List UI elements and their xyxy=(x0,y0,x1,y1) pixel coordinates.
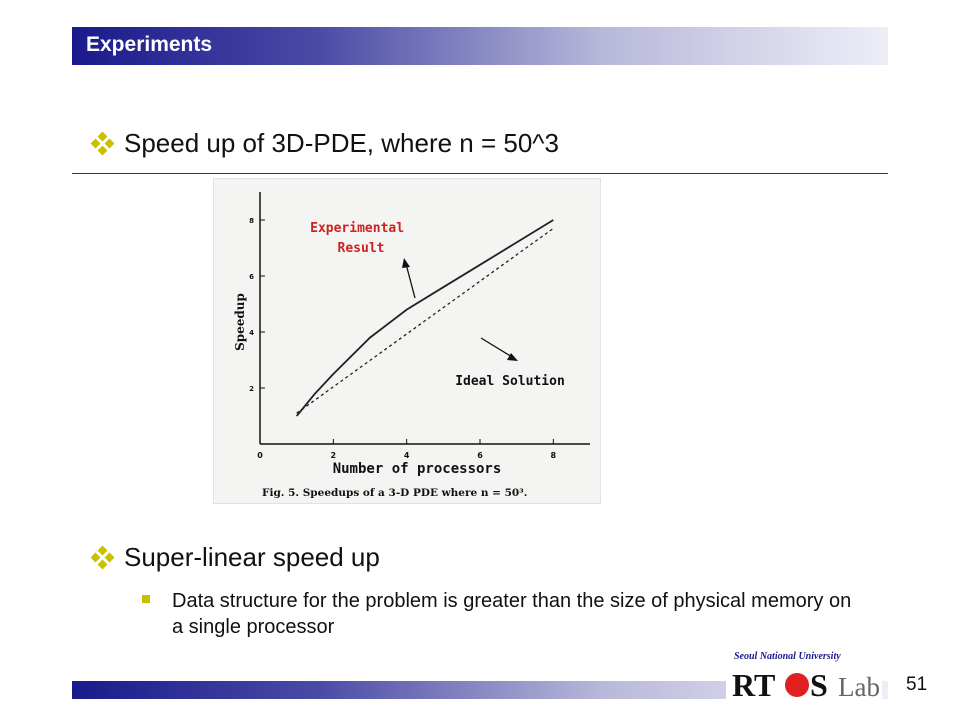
footer-bar xyxy=(72,681,888,699)
logo-university-text: Seoul National University xyxy=(734,651,841,662)
y-tick-label: 2 xyxy=(249,385,254,393)
bullet-speedup-text: Speed up of 3D-PDE, where n = 50^3 xyxy=(124,128,559,158)
rtos-lab-logo: Seoul National University RT S Lab xyxy=(726,648,882,706)
title-divider xyxy=(72,173,888,174)
x-tick-label: 2 xyxy=(331,451,337,460)
x-tick-label: 0 xyxy=(257,451,263,460)
annotation-experimental-line1: Experimental xyxy=(310,221,404,236)
annotation-ideal: Ideal Solution xyxy=(455,374,565,389)
sub-bullet-memory-text: Data structure for the problem is greate… xyxy=(172,590,852,638)
series-experimental-line xyxy=(296,219,554,417)
annotation-experimental: Experimental Result xyxy=(310,221,412,256)
x-tick-label: 4 xyxy=(404,451,410,460)
figure-background xyxy=(212,177,602,505)
chart-ticks: 0 2 4 6 8 2 4 6 8 xyxy=(249,217,556,460)
bullet-superlinear-text: Super-linear speed up xyxy=(124,542,380,572)
y-tick-label: 4 xyxy=(249,329,254,337)
diamond-bullet-icon xyxy=(90,545,115,569)
slide-section-title: Experiments xyxy=(86,33,213,56)
square-bullet-icon xyxy=(142,595,150,603)
arrowhead-experimental xyxy=(402,258,410,268)
bullet-speedup: Speed up of 3D-PDE, where n = 50^3 xyxy=(90,128,559,159)
arrow-ideal xyxy=(480,337,513,358)
sub-bullet-memory: Data structure for the problem is greate… xyxy=(142,588,862,640)
bullet-superlinear: Super-linear speed up xyxy=(90,542,380,573)
page-number: 51 xyxy=(906,674,928,695)
series-ideal-line xyxy=(296,227,554,414)
diamond-bullet-icon xyxy=(90,131,115,155)
y-tick-label: 8 xyxy=(249,217,254,225)
x-axis-label: Number of processors xyxy=(333,461,502,477)
logo-rt-text: RT xyxy=(732,667,775,703)
x-tick-label: 6 xyxy=(477,451,483,460)
speedup-chart: 0 2 4 6 8 2 4 6 8 Number of processors Speedup F… xyxy=(212,177,602,505)
header-bar: Experiments xyxy=(72,27,888,65)
y-tick-label: 6 xyxy=(249,273,254,281)
logo-graphic: RT S Lab xyxy=(732,667,880,703)
chart-series xyxy=(296,219,554,417)
annotation-experimental-line2: Result xyxy=(338,241,385,256)
speedup-figure: 0 2 4 6 8 2 4 6 8 Number of processors Speedup F… xyxy=(212,177,602,505)
logo-lab-text: Lab xyxy=(838,672,880,702)
arrow-experimental xyxy=(405,263,416,299)
y-axis-label: Speedup xyxy=(233,293,247,351)
figure-caption: Fig. 5. Speedups of a 3-D PDE where n = … xyxy=(262,487,527,499)
logo-s-text: S xyxy=(810,667,828,703)
logo-red-circle-icon xyxy=(785,673,809,697)
x-tick-label: 8 xyxy=(551,451,557,460)
arrowhead-ideal xyxy=(507,353,518,361)
chart-axes xyxy=(259,192,590,445)
